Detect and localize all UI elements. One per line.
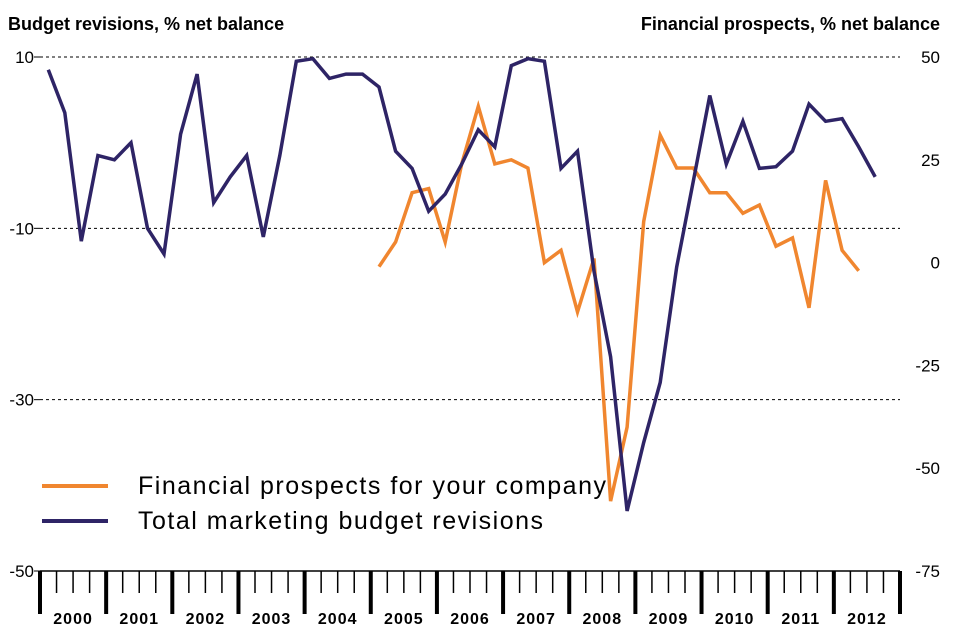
- series-layer: [46, 56, 877, 512]
- right-tick-label: -75: [915, 562, 940, 581]
- right-tick-label: 50: [921, 48, 940, 67]
- left-tick-label: -10: [9, 219, 34, 238]
- year-label: 2001: [119, 611, 159, 628]
- x-axis: 2000 2001 2002 2003 2004 2005 2006 2007 2008 2009…: [38, 570, 902, 628]
- year-label: 2002: [186, 611, 226, 628]
- left-axis: 10 -10 -30 -50: [9, 48, 40, 581]
- series-line-financial-prospects: [377, 99, 861, 502]
- year-label: 2008: [583, 611, 623, 628]
- year-label: 2011: [781, 611, 820, 628]
- year-label: 2009: [649, 611, 689, 628]
- year-label: 2005: [384, 611, 424, 628]
- year-label: 2007: [516, 611, 556, 628]
- right-axis-title: Financial prospects, % net balance: [641, 14, 940, 34]
- right-tick-label: -25: [915, 356, 940, 375]
- year-label: 2010: [715, 611, 755, 628]
- legend: Financial prospects for your company Tot…: [42, 472, 607, 535]
- legend-label-financial-prospects: Financial prospects for your company: [138, 472, 607, 500]
- year-label: 2006: [450, 611, 490, 628]
- right-tick-label: -50: [915, 459, 940, 478]
- left-axis-title: Budget revisions, % net balance: [8, 14, 284, 34]
- right-tick-label: 0: [931, 254, 940, 273]
- left-tick-label: 10: [15, 48, 34, 67]
- year-label: 2012: [847, 611, 887, 628]
- right-axis: 50 25 0 -25 -50 -75: [915, 48, 940, 581]
- series-line-marketing-budget: [46, 56, 877, 512]
- left-tick-label: -50: [9, 562, 34, 581]
- legend-label-marketing-budget: Total marketing budget revisions: [138, 507, 545, 535]
- right-tick-label: 25: [921, 151, 940, 170]
- year-label: 2000: [53, 611, 93, 628]
- year-label: 2003: [252, 611, 292, 628]
- left-tick-label: -30: [9, 391, 34, 410]
- year-label: 2004: [318, 611, 358, 628]
- grid-lines: [40, 56, 900, 401]
